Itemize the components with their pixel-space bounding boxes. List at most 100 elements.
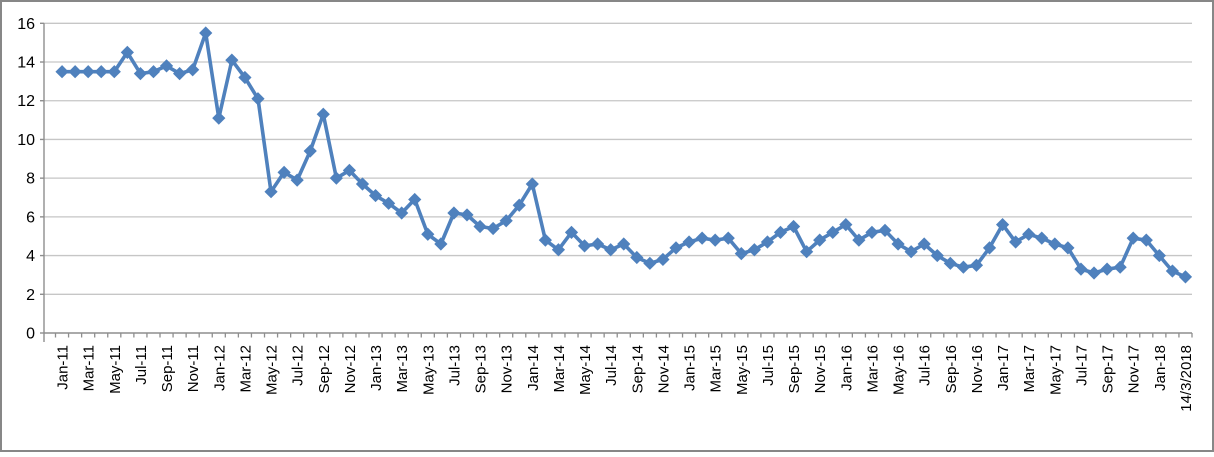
x-tick-label: Nov-14: [655, 345, 672, 393]
data-point-marker: [107, 65, 121, 79]
x-tick-label: Jan-12: [211, 345, 228, 391]
data-point-marker: [199, 26, 213, 40]
x-tick-label: Jul-14: [603, 345, 620, 386]
data-point-marker: [172, 67, 187, 81]
data-point-marker: [865, 225, 879, 239]
y-tick-label: 14: [17, 55, 35, 72]
data-point-marker: [1139, 233, 1153, 247]
data-point-marker: [786, 219, 801, 234]
x-tick-label: Mar-14: [551, 345, 568, 393]
x-tick-label: Jul-17: [1073, 345, 1090, 386]
data-point-marker: [643, 256, 657, 270]
data-point-marker: [656, 252, 670, 267]
data-point-marker: [290, 173, 304, 187]
data-point-marker: [1113, 260, 1127, 274]
data-point-marker: [264, 185, 278, 199]
x-tick-label: Sep-14: [629, 345, 646, 393]
data-point-marker: [969, 258, 984, 272]
data-point-marker: [800, 245, 814, 259]
data-point-marker: [395, 206, 409, 220]
data-point-marker: [1009, 235, 1023, 249]
data-point-marker: [617, 237, 631, 251]
y-tick-label: 10: [17, 132, 35, 149]
x-tick-label: Jan-13: [368, 345, 385, 391]
data-point-marker: [447, 206, 461, 220]
y-tick-label: 4: [26, 248, 35, 265]
data-point-marker: [708, 233, 722, 247]
data-point-marker: [408, 192, 422, 207]
data-point-marker: [551, 243, 566, 257]
x-tick-label: Jan-16: [838, 345, 855, 391]
x-tick-label: Sep-12: [316, 345, 333, 393]
data-point-marker: [1048, 237, 1062, 251]
data-point-marker: [891, 237, 905, 251]
data-point-marker: [1061, 241, 1075, 255]
x-tick-label: Jan-17: [995, 345, 1012, 391]
data-point-marker: [995, 217, 1010, 232]
data-point-marker: [1152, 248, 1166, 263]
x-tick-label: Nov-15: [812, 345, 829, 393]
data-point-marker: [133, 67, 148, 81]
y-tick-label: 6: [26, 209, 35, 226]
x-tick-label: Mar-13: [394, 345, 411, 393]
data-point-marker: [773, 225, 788, 239]
data-point-marker: [316, 107, 330, 121]
data-point-marker: [826, 225, 840, 239]
x-tick-label: Jan-14: [525, 345, 542, 391]
data-point-marker: [1022, 227, 1036, 241]
x-tick-label: Mar-12: [237, 345, 254, 393]
x-tick-label: Sep-17: [1100, 345, 1117, 393]
data-point-marker: [94, 65, 108, 79]
data-point-marker: [251, 92, 265, 106]
data-point-marker: [1178, 270, 1193, 284]
data-point-marker: [1035, 231, 1049, 245]
data-point-marker: [982, 241, 997, 255]
data-point-marker: [146, 65, 161, 79]
x-tick-label: Nov-11: [185, 345, 202, 392]
data-point-marker: [499, 214, 513, 228]
data-point-marker: [186, 63, 200, 77]
data-point-marker: [486, 221, 500, 236]
data-point-marker: [943, 256, 957, 270]
data-point-marker: [930, 248, 944, 263]
data-point-marker: [212, 111, 226, 125]
data-point-marker: [329, 171, 343, 185]
data-point-marker: [382, 196, 396, 210]
y-axis-labels: 0 2 4 6 8 10 12 14 16: [17, 16, 44, 343]
x-tick-label: Jan-15: [682, 345, 699, 391]
data-point-marker: [956, 260, 971, 274]
data-point-marker: [303, 144, 317, 158]
x-tick-label: Nov-13: [499, 345, 516, 393]
x-tick-label: Jul-11: [133, 345, 150, 385]
data-point-marker: [747, 243, 761, 257]
data-point-marker: [159, 59, 174, 73]
data-point-marker: [238, 70, 252, 85]
data-point-marker: [525, 177, 539, 191]
data-point-marker: [68, 65, 82, 79]
x-tick-label: Nov-12: [342, 345, 359, 393]
x-tick-label: Mar-17: [1021, 345, 1038, 393]
data-point-marker: [473, 219, 487, 234]
data-point-marker: [760, 235, 775, 249]
data-point-marker: [604, 243, 618, 257]
x-tick-label: May-15: [734, 345, 751, 395]
data-point-marker: [81, 65, 95, 79]
x-tick-label: Sep-13: [473, 345, 490, 393]
data-point-marker: [1165, 264, 1180, 278]
data-point-marker: [1074, 262, 1088, 276]
data-point-marker: [355, 177, 370, 191]
x-tick-label: Sep-16: [943, 345, 960, 393]
x-tick-label: Mar-11: [81, 345, 98, 391]
data-point-marker: [1087, 266, 1101, 280]
data-point-marker: [734, 247, 748, 261]
data-point-marker: [839, 217, 853, 232]
y-tick-label: 12: [17, 93, 35, 110]
data-point-marker: [55, 65, 69, 79]
y-tick-label: 16: [17, 16, 35, 33]
data-point-marker: [564, 225, 579, 239]
data-point-marker: [512, 198, 526, 212]
data-point-marker: [904, 245, 918, 259]
